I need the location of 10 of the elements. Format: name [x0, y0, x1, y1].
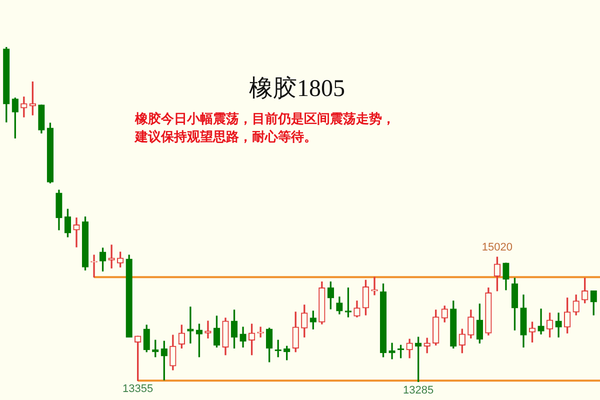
annotation: 13355 [122, 383, 154, 396]
annotation: 橡胶今日小幅震荡，目前仍是区间震荡走势， [134, 111, 395, 127]
annotation: 15020 [482, 242, 513, 254]
candlestick [108, 244, 115, 268]
annotation: 13285 [403, 384, 434, 397]
text: 橡胶1805 [249, 75, 345, 102]
candlestick [538, 308, 544, 334]
candlestick [187, 306, 194, 344]
annotation: 建议保持观望思路，耐心等待。 [134, 129, 317, 145]
candlestick [73, 218, 80, 248]
